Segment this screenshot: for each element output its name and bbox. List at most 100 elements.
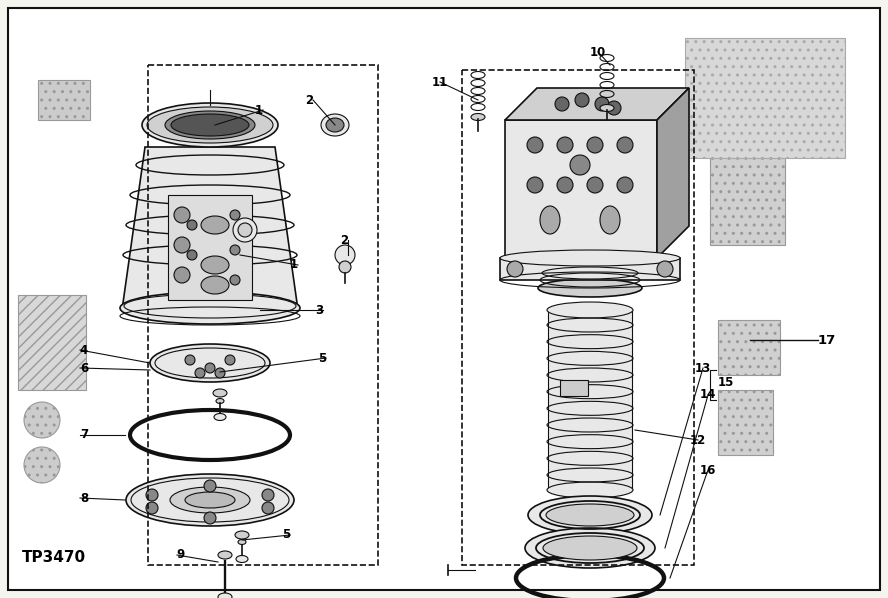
Ellipse shape	[165, 111, 255, 139]
Circle shape	[24, 447, 60, 483]
Ellipse shape	[500, 250, 680, 266]
Ellipse shape	[547, 482, 633, 498]
Text: 5: 5	[318, 352, 326, 365]
Circle shape	[262, 489, 274, 501]
Ellipse shape	[150, 344, 270, 382]
Circle shape	[617, 177, 633, 193]
Ellipse shape	[546, 504, 634, 526]
Ellipse shape	[238, 539, 246, 545]
Text: 9: 9	[177, 548, 185, 562]
Circle shape	[575, 93, 589, 107]
Text: 8: 8	[80, 492, 88, 505]
Bar	[548, 310, 632, 490]
Ellipse shape	[201, 216, 229, 234]
Circle shape	[174, 267, 190, 283]
Bar	[500, 258, 680, 280]
Circle shape	[587, 137, 603, 153]
Polygon shape	[505, 88, 689, 120]
Ellipse shape	[126, 474, 294, 526]
Ellipse shape	[538, 279, 642, 297]
Text: 14: 14	[700, 389, 717, 401]
Ellipse shape	[147, 107, 273, 143]
Text: 16: 16	[700, 463, 717, 477]
Ellipse shape	[201, 276, 229, 294]
Ellipse shape	[321, 114, 349, 136]
Circle shape	[205, 363, 215, 373]
Circle shape	[204, 512, 216, 524]
Ellipse shape	[543, 536, 637, 560]
Circle shape	[204, 480, 216, 492]
Circle shape	[146, 489, 158, 501]
Circle shape	[233, 218, 257, 242]
Circle shape	[657, 261, 673, 277]
Ellipse shape	[214, 413, 226, 420]
Text: 13: 13	[695, 362, 711, 374]
Text: 2: 2	[340, 233, 348, 246]
Ellipse shape	[600, 206, 620, 234]
Circle shape	[174, 207, 190, 223]
Text: 6: 6	[80, 362, 88, 374]
Circle shape	[587, 177, 603, 193]
Ellipse shape	[213, 389, 227, 397]
Ellipse shape	[471, 114, 485, 121]
Ellipse shape	[170, 487, 250, 513]
Circle shape	[617, 137, 633, 153]
Text: 4: 4	[80, 343, 88, 356]
Bar	[38, 80, 90, 120]
Text: TP3470: TP3470	[22, 551, 86, 566]
Circle shape	[238, 223, 252, 237]
Ellipse shape	[216, 398, 224, 404]
Ellipse shape	[540, 206, 560, 234]
Ellipse shape	[201, 256, 229, 274]
Text: 3: 3	[315, 304, 323, 316]
Ellipse shape	[236, 556, 248, 563]
Ellipse shape	[124, 294, 296, 318]
Circle shape	[187, 220, 197, 230]
Text: 7: 7	[80, 429, 88, 441]
Polygon shape	[122, 147, 298, 310]
Bar	[462, 70, 694, 565]
Text: 1: 1	[290, 258, 298, 271]
Text: 2: 2	[305, 93, 313, 106]
Circle shape	[230, 210, 240, 220]
Circle shape	[570, 155, 590, 175]
Polygon shape	[657, 88, 689, 258]
Ellipse shape	[525, 528, 655, 568]
Circle shape	[527, 177, 543, 193]
Circle shape	[24, 402, 60, 438]
Circle shape	[555, 97, 569, 111]
Text: 5: 5	[282, 529, 290, 542]
Circle shape	[557, 177, 573, 193]
Ellipse shape	[528, 496, 652, 534]
Bar	[505, 120, 657, 258]
Circle shape	[174, 237, 190, 253]
Bar	[685, 38, 845, 158]
Text: 12: 12	[690, 434, 706, 447]
Circle shape	[146, 502, 158, 514]
Circle shape	[335, 245, 355, 265]
Circle shape	[595, 97, 609, 111]
Bar	[710, 145, 785, 245]
Ellipse shape	[600, 105, 614, 111]
Circle shape	[527, 137, 543, 153]
Ellipse shape	[218, 551, 232, 559]
Circle shape	[262, 502, 274, 514]
Circle shape	[507, 261, 523, 277]
Ellipse shape	[218, 593, 232, 598]
Circle shape	[339, 261, 351, 273]
Text: 1: 1	[255, 103, 263, 117]
Bar	[718, 390, 773, 455]
Circle shape	[607, 101, 621, 115]
Text: 11: 11	[432, 75, 448, 89]
Bar	[18, 295, 86, 390]
Ellipse shape	[235, 531, 249, 539]
Ellipse shape	[185, 492, 235, 508]
Circle shape	[185, 355, 195, 365]
Ellipse shape	[142, 103, 278, 147]
Ellipse shape	[326, 118, 344, 132]
Ellipse shape	[547, 302, 633, 318]
Circle shape	[230, 245, 240, 255]
Bar	[560, 380, 588, 396]
Circle shape	[187, 250, 197, 260]
Circle shape	[557, 137, 573, 153]
